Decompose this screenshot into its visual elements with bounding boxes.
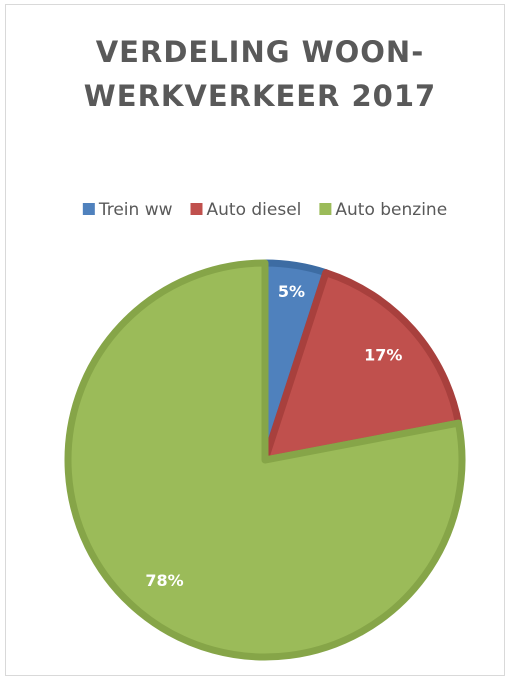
legend-label: Trein ww [98,200,173,220]
legend-swatch [319,203,332,215]
pie-slice [64,259,466,661]
data-label: 17% [364,345,402,364]
chart-frame [5,4,505,676]
data-label: 5% [278,282,305,301]
legend-label: Auto diesel [207,200,302,220]
data-label: 78% [145,571,183,590]
legend-swatch [82,203,95,215]
legend-label: Auto benzine [335,200,447,220]
chart-title: VERDELING WOON-WERKVERKEER 2017 [83,35,437,113]
legend-swatch [190,203,203,215]
pie-slice [261,269,463,464]
